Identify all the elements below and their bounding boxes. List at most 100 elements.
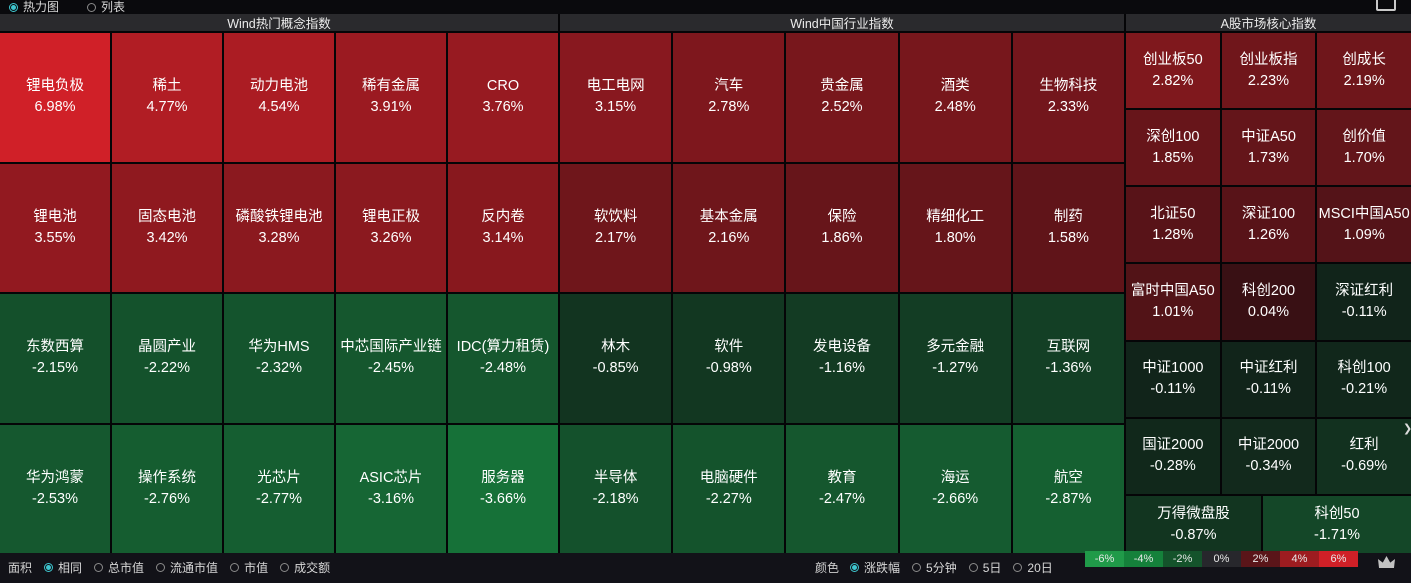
heatmap-tile[interactable]: 红利 -0.69% xyxy=(1317,418,1411,494)
heatmap-tile[interactable]: 生物科技 2.33% xyxy=(1012,33,1124,162)
tile-name: 软件 xyxy=(714,339,744,356)
tile-name: 科创50 xyxy=(1314,505,1360,522)
heatmap-tile[interactable]: 北证50 1.28% xyxy=(1126,187,1220,263)
area-label: 面积 xyxy=(8,561,33,575)
heatmap-tile[interactable]: 互联网 -1.36% xyxy=(1012,294,1124,423)
radio-icon xyxy=(230,563,240,572)
heatmap-tile[interactable]: 海运 -2.66% xyxy=(899,424,1011,553)
heatmap-tile[interactable]: ASIC芯片 -3.16% xyxy=(336,424,446,553)
heatmap-tile[interactable]: 制药 1.58% xyxy=(1012,163,1124,292)
heatmap-tile[interactable]: 中证A50 1.73% xyxy=(1221,110,1316,186)
heatmap-tile[interactable]: 创价值 1.70% xyxy=(1317,110,1411,186)
heatmap-tile[interactable]: 稀土 4.77% xyxy=(112,33,222,162)
heatmap-tile[interactable]: 电脑硬件 -2.27% xyxy=(673,424,785,553)
tile-name: 锂电负极 xyxy=(26,78,84,95)
heatmap-tile[interactable]: 深创100 1.85% xyxy=(1126,110,1220,186)
color-option[interactable]: 5日 xyxy=(968,560,1002,575)
heatmap-tile[interactable]: 发电设备 -1.16% xyxy=(786,294,898,423)
area-option[interactable]: 市值 xyxy=(230,562,268,574)
area-option[interactable]: 总市值 xyxy=(94,562,144,574)
heatmap-tile[interactable]: MSCI中国A50 1.09% xyxy=(1317,187,1411,263)
heatmap-tile[interactable]: 深证100 1.26% xyxy=(1221,187,1316,263)
heatmap-tile[interactable]: 万得微盘股 -0.87% xyxy=(1126,496,1261,553)
color-option[interactable]: 5分钟 xyxy=(912,562,957,574)
heatmap-tile[interactable]: 基本金属 2.16% xyxy=(673,163,785,292)
area-option[interactable]: 成交额 xyxy=(280,562,330,574)
tile-pct: -2.76% xyxy=(144,490,190,507)
heatmap-tile[interactable]: 稀有金属 3.91% xyxy=(336,33,446,162)
heatmap-tile[interactable]: 锂电池 3.55% xyxy=(0,163,110,292)
core-index-wide-row: 万得微盘股 -0.87% 科创50 -1.71% xyxy=(1126,496,1411,553)
tile-pct: -0.98% xyxy=(705,360,752,377)
tile-name: 富时中国A50 xyxy=(1130,283,1215,300)
heatmap-tile[interactable]: 创成长 2.19% xyxy=(1317,33,1411,109)
heatmap-tile[interactable]: 华为鸿蒙 -2.53% xyxy=(0,424,110,553)
color-option[interactable]: 涨跌幅 xyxy=(850,562,900,574)
crown-icon[interactable] xyxy=(1378,556,1395,568)
panel-expand-icon[interactable] xyxy=(1403,418,1411,438)
tile-name: 晶圆产业 xyxy=(138,339,196,356)
heatmap-tile[interactable]: 深证红利 -0.11% xyxy=(1317,264,1411,340)
area-control-group: 面积 相同 总市值 流通市值 市值 成交额 xyxy=(8,559,330,576)
heatmap-tile[interactable]: 贵金属 2.52% xyxy=(786,33,898,162)
heatmap-tile[interactable]: 酒类 2.48% xyxy=(899,33,1011,162)
heatmap-tile[interactable]: 操作系统 -2.76% xyxy=(112,424,222,553)
heatmap-tile[interactable]: 中芯国际产业链 -2.45% xyxy=(336,294,446,423)
view-mode-option[interactable]: 列表 xyxy=(87,1,125,13)
tile-name: 东数西算 xyxy=(26,339,84,356)
heatmap-tile[interactable]: IDC(算力租赁) -2.48% xyxy=(448,294,558,423)
tile-name: 中证1000 xyxy=(1142,360,1204,377)
legend-segment: 2% xyxy=(1241,551,1280,567)
radio-icon xyxy=(968,563,978,572)
heatmap-tile[interactable]: 反内卷 3.14% xyxy=(448,163,558,292)
heatmap-tile[interactable]: 锂电正极 3.26% xyxy=(336,163,446,292)
heatmap-tile[interactable]: 科创50 -1.71% xyxy=(1263,496,1411,553)
heatmap-tile[interactable]: 中证1000 -0.11% xyxy=(1126,341,1220,417)
section-core-indices: A股市场核心指数 创业板50 2.82% 创业板指 2.23% 创成长 2.19% 深创10… xyxy=(1126,14,1411,553)
heatmap-tile[interactable]: 电工电网 3.15% xyxy=(560,33,672,162)
area-option[interactable]: 流通市值 xyxy=(156,562,218,574)
area-option[interactable]: 相同 xyxy=(44,562,82,574)
heatmap-tile[interactable]: 汽车 2.78% xyxy=(673,33,785,162)
radio-icon xyxy=(44,563,54,572)
heatmap-tile[interactable]: 教育 -2.47% xyxy=(786,424,898,553)
tile-pct: -2.27% xyxy=(705,490,752,507)
radio-label: 5日 xyxy=(982,560,1002,575)
heatmap-tile[interactable]: 中证2000 -0.34% xyxy=(1221,418,1316,494)
heatmap-tile[interactable]: 创业板50 2.82% xyxy=(1126,33,1220,109)
heatmap-tile[interactable]: 东数西算 -2.15% xyxy=(0,294,110,423)
heatmap-tile[interactable]: 保险 1.86% xyxy=(786,163,898,292)
heatmap-tile[interactable]: 锂电负极 6.98% xyxy=(0,33,110,162)
heatmap-tile[interactable]: CRO 3.76% xyxy=(448,33,558,162)
tile-name: 互联网 xyxy=(1046,339,1091,356)
heatmap-tile[interactable]: 科创100 -0.21% xyxy=(1317,341,1411,417)
heatmap-tile[interactable]: 华为HMS -2.32% xyxy=(224,294,334,423)
heatmap-tile[interactable]: 固态电池 3.42% xyxy=(112,163,222,292)
color-option[interactable]: 20日 xyxy=(1013,560,1053,575)
monitor-icon[interactable] xyxy=(1376,0,1396,11)
heatmap-tile[interactable]: 创业板指 2.23% xyxy=(1221,33,1316,109)
radio-label: 20日 xyxy=(1027,560,1053,575)
heatmap-tile[interactable]: 晶圆产业 -2.22% xyxy=(112,294,222,423)
view-mode-option[interactable]: 热力图 xyxy=(9,1,59,13)
heatmap-tile[interactable]: 半导体 -2.18% xyxy=(560,424,672,553)
radio-label: 成交额 xyxy=(294,560,331,575)
heatmap-tile[interactable]: 科创200 0.04% xyxy=(1221,264,1316,340)
tile-pct: 3.76% xyxy=(482,99,524,116)
heatmap-tile[interactable]: 中证红利 -0.11% xyxy=(1221,341,1316,417)
tile-name: 深证红利 xyxy=(1335,283,1394,300)
heatmap-tile[interactable]: 林木 -0.85% xyxy=(560,294,672,423)
heatmap-tile[interactable]: 光芯片 -2.77% xyxy=(224,424,334,553)
heatmap-tile[interactable]: 航空 -2.87% xyxy=(1012,424,1124,553)
legend-segment: 6% xyxy=(1319,551,1358,567)
heatmap-tile[interactable]: 动力电池 4.54% xyxy=(224,33,334,162)
heatmap-tile[interactable]: 多元金融 -1.27% xyxy=(899,294,1011,423)
heatmap-tile[interactable]: 国证2000 -0.28% xyxy=(1126,418,1220,494)
heatmap-tile[interactable]: 富时中国A50 1.01% xyxy=(1126,264,1220,340)
heatmap-tile[interactable]: 服务器 -3.66% xyxy=(448,424,558,553)
heatmap-tile[interactable]: 精细化工 1.80% xyxy=(899,163,1011,292)
heatmap-tile[interactable]: 磷酸铁锂电池 3.28% xyxy=(224,163,334,292)
heatmap-tile[interactable]: 软件 -0.98% xyxy=(673,294,785,423)
tile-name: 多元金融 xyxy=(926,339,985,356)
heatmap-tile[interactable]: 软饮料 2.17% xyxy=(560,163,672,292)
